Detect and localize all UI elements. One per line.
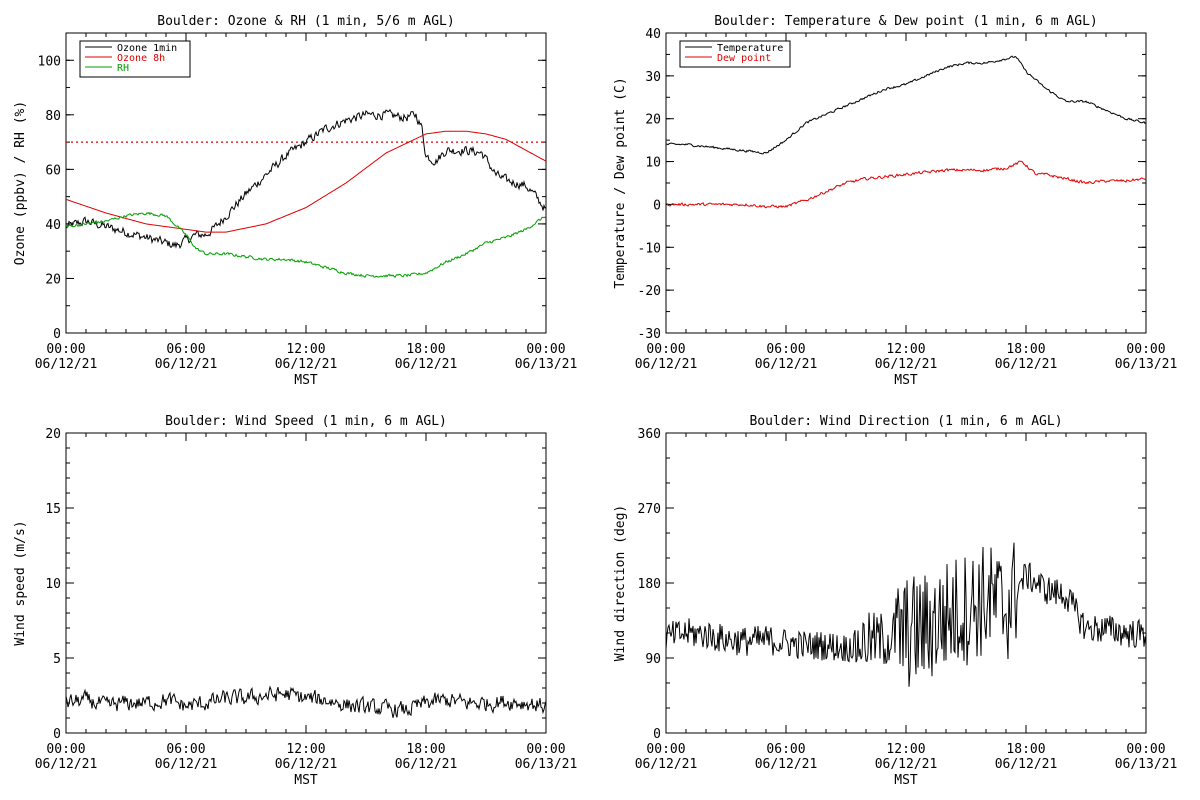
y-tick-label: 90 bbox=[645, 652, 661, 667]
y-tick-label: 270 bbox=[638, 502, 661, 517]
chart-title: Boulder: Temperature & Dew point (1 min,… bbox=[714, 14, 1098, 29]
y-tick-label: 0 bbox=[653, 727, 661, 742]
x-tick-label-time: 00:00 bbox=[46, 342, 85, 357]
chart-title: Boulder: Wind Speed (1 min, 6 m AGL) bbox=[165, 414, 447, 429]
x-tick-label-time: 00:00 bbox=[1126, 742, 1165, 757]
x-tick-label-time: 18:00 bbox=[1006, 742, 1045, 757]
y-tick-label: 30 bbox=[645, 70, 661, 85]
y-tick-label: 20 bbox=[45, 272, 61, 287]
x-tick-label-date: 06/12/21 bbox=[755, 357, 818, 372]
y-tick-label: 80 bbox=[45, 109, 61, 124]
y-tick-label: 10 bbox=[645, 156, 661, 171]
x-tick-label-time: 06:00 bbox=[166, 342, 205, 357]
x-tick-label-time: 18:00 bbox=[1006, 342, 1045, 357]
chart-title: Boulder: Wind Direction (1 min, 6 m AGL) bbox=[749, 414, 1062, 429]
series-line-2 bbox=[666, 160, 1146, 209]
legend-box bbox=[679, 40, 791, 68]
y-axis-label: Temperature / Dew point (C) bbox=[613, 77, 628, 288]
chart-panel-1: Boulder: Ozone & RH (1 min, 5/6 m AGL) 0 2… bbox=[13, 14, 577, 388]
x-tick-label-date: 06/12/21 bbox=[155, 357, 218, 372]
x-tick-label-date: 06/12/21 bbox=[635, 357, 698, 372]
legend-label: RH bbox=[117, 63, 129, 74]
legend-label: Dew point bbox=[717, 53, 771, 64]
y-axis-label: Wind direction (deg) bbox=[613, 505, 628, 662]
y-tick-label: 40 bbox=[45, 218, 61, 233]
chart-panel-3: Boulder: Wind Speed (1 min, 6 m AGL) 0 5 10… bbox=[13, 414, 577, 788]
y-tick-label: 0 bbox=[53, 327, 61, 342]
y-tick-label: -20 bbox=[638, 284, 661, 299]
x-tick-label-date: 06/13/21 bbox=[1115, 757, 1178, 772]
x-tick-label-date: 06/12/21 bbox=[995, 357, 1058, 372]
x-tick-label-time: 00:00 bbox=[646, 742, 685, 757]
y-tick-label: 20 bbox=[645, 113, 661, 128]
x-tick-label-time: 06:00 bbox=[766, 742, 805, 757]
x-tick-label-date: 06/12/21 bbox=[755, 757, 818, 772]
y-axis-label: Wind speed (m/s) bbox=[13, 520, 28, 645]
x-tick-label-time: 18:00 bbox=[406, 742, 445, 757]
x-tick-label-time: 00:00 bbox=[1126, 342, 1165, 357]
y-tick-label: 60 bbox=[45, 163, 61, 178]
series-line-1 bbox=[66, 685, 546, 718]
x-tick-label-date: 06/13/21 bbox=[515, 357, 578, 372]
x-axis-label: MST bbox=[294, 373, 318, 388]
series-line-1 bbox=[666, 55, 1146, 155]
x-tick-label-time: 00:00 bbox=[46, 742, 85, 757]
y-tick-label: 5 bbox=[53, 652, 61, 667]
legend-label: Temperature bbox=[717, 43, 783, 54]
x-tick-label-time: 06:00 bbox=[166, 742, 205, 757]
series-line-3 bbox=[66, 211, 546, 278]
x-tick-label-time: 06:00 bbox=[766, 342, 805, 357]
y-tick-label: 20 bbox=[45, 427, 61, 442]
y-axis-label: Ozone (ppbv) / RH (%) bbox=[13, 101, 28, 265]
y-tick-label: 180 bbox=[638, 577, 661, 592]
series-line-1 bbox=[666, 542, 1146, 687]
x-axis-label: MST bbox=[894, 373, 918, 388]
x-tick-label-date: 06/12/21 bbox=[35, 757, 98, 772]
x-tick-label-date: 06/12/21 bbox=[275, 357, 338, 372]
x-tick-label-time: 12:00 bbox=[886, 742, 925, 757]
x-tick-label-date: 06/13/21 bbox=[515, 757, 578, 772]
y-tick-label: 15 bbox=[45, 502, 61, 517]
plot-frame bbox=[65, 432, 547, 734]
x-tick-label-date: 06/12/21 bbox=[995, 757, 1058, 772]
x-axis-label: MST bbox=[894, 773, 918, 788]
x-tick-label-date: 06/12/21 bbox=[875, 757, 938, 772]
y-tick-label: 10 bbox=[45, 577, 61, 592]
x-tick-label-time: 00:00 bbox=[646, 342, 685, 357]
y-tick-label: 0 bbox=[53, 727, 61, 742]
y-tick-label: -10 bbox=[638, 241, 661, 256]
x-tick-label-date: 06/12/21 bbox=[875, 357, 938, 372]
series-line-2 bbox=[66, 130, 546, 233]
legend-label: Ozone 1min bbox=[117, 43, 177, 54]
chart-panel-4: Boulder: Wind Direction (1 min, 6 m AGL)… bbox=[613, 414, 1177, 788]
x-axis-label: MST bbox=[294, 773, 318, 788]
x-tick-label-time: 12:00 bbox=[286, 342, 325, 357]
y-tick-label: 360 bbox=[638, 427, 661, 442]
plot-frame bbox=[665, 32, 1147, 334]
chart-title: Boulder: Ozone & RH (1 min, 5/6 m AGL) bbox=[157, 14, 454, 29]
x-tick-label-date: 06/12/21 bbox=[35, 357, 98, 372]
x-tick-label-date: 06/12/21 bbox=[155, 757, 218, 772]
y-tick-label: 0 bbox=[653, 198, 661, 213]
chart-panel-2: Boulder: Temperature & Dew point (1 min,… bbox=[613, 14, 1177, 388]
plot-frame bbox=[665, 432, 1147, 734]
x-tick-label-date: 06/12/21 bbox=[275, 757, 338, 772]
plot-frame bbox=[65, 32, 547, 334]
y-tick-label: 40 bbox=[645, 27, 661, 42]
x-tick-label-date: 06/12/21 bbox=[395, 357, 458, 372]
x-tick-label-date: 06/12/21 bbox=[635, 757, 698, 772]
x-tick-label-time: 12:00 bbox=[886, 342, 925, 357]
series-line-1 bbox=[66, 108, 546, 250]
y-tick-label: 100 bbox=[38, 54, 61, 69]
x-tick-label-time: 18:00 bbox=[406, 342, 445, 357]
x-tick-label-date: 06/13/21 bbox=[1115, 357, 1178, 372]
legend-label: Ozone 8h bbox=[117, 53, 165, 64]
x-tick-label-time: 00:00 bbox=[526, 342, 565, 357]
x-tick-label-time: 00:00 bbox=[526, 742, 565, 757]
x-tick-label-time: 12:00 bbox=[286, 742, 325, 757]
x-tick-label-date: 06/12/21 bbox=[395, 757, 458, 772]
y-tick-label: -30 bbox=[638, 327, 661, 342]
